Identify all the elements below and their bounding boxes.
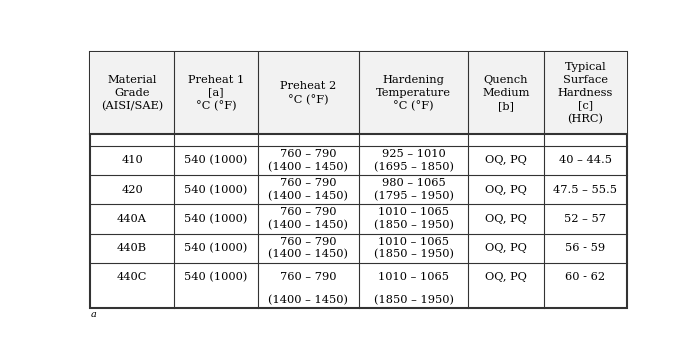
Text: 440A: 440A xyxy=(117,214,147,224)
Bar xyxy=(90,52,627,134)
Text: Preheat 2
°C (°F): Preheat 2 °C (°F) xyxy=(280,81,336,105)
Text: 56 - 59: 56 - 59 xyxy=(566,243,606,253)
Text: 540 (1000): 540 (1000) xyxy=(184,243,248,253)
Text: OQ, PQ: OQ, PQ xyxy=(485,185,527,195)
Text: Quench
Medium
[b]: Quench Medium [b] xyxy=(482,75,530,111)
Text: Material
Grade
(AISI/SAE): Material Grade (AISI/SAE) xyxy=(101,75,163,111)
Text: a: a xyxy=(90,311,96,320)
Text: 1010 – 1065
(1850 – 1950): 1010 – 1065 (1850 – 1950) xyxy=(374,207,454,231)
Text: 440B: 440B xyxy=(117,243,147,253)
Text: 60 - 62: 60 - 62 xyxy=(566,272,606,282)
Text: 47.5 – 55.5: 47.5 – 55.5 xyxy=(554,185,617,195)
Text: 540 (1000): 540 (1000) xyxy=(184,155,248,165)
Text: OQ, PQ: OQ, PQ xyxy=(485,155,527,165)
Text: 760 – 790
(1400 – 1450): 760 – 790 (1400 – 1450) xyxy=(268,207,348,231)
Text: OQ, PQ: OQ, PQ xyxy=(485,214,527,224)
Text: 980 – 1065
(1795 – 1950): 980 – 1065 (1795 – 1950) xyxy=(374,178,454,201)
Text: 1010 – 1065
(1850 – 1950): 1010 – 1065 (1850 – 1950) xyxy=(374,236,454,260)
Text: Hardening
Temperature
°C (°F): Hardening Temperature °C (°F) xyxy=(376,75,451,111)
Text: 40 – 44.5: 40 – 44.5 xyxy=(559,155,612,165)
Text: 540 (1000): 540 (1000) xyxy=(184,272,248,282)
Text: 760 – 790
(1400 – 1450): 760 – 790 (1400 – 1450) xyxy=(268,236,348,260)
Text: 52 – 57: 52 – 57 xyxy=(564,214,606,224)
Text: 760 – 790: 760 – 790 xyxy=(280,272,337,282)
Text: 420: 420 xyxy=(121,185,143,195)
Text: 540 (1000): 540 (1000) xyxy=(184,214,248,224)
Text: 1010 – 1065: 1010 – 1065 xyxy=(378,272,449,282)
Text: Typical
Surface
Hardness
[c]
(HRC): Typical Surface Hardness [c] (HRC) xyxy=(558,62,613,124)
Text: 925 – 1010
(1695 – 1850): 925 – 1010 (1695 – 1850) xyxy=(374,149,454,172)
Text: 760 – 790
(1400 – 1450): 760 – 790 (1400 – 1450) xyxy=(268,149,348,172)
Text: (1400 – 1450): (1400 – 1450) xyxy=(268,295,348,305)
Text: 410: 410 xyxy=(121,155,143,165)
Text: 440C: 440C xyxy=(117,272,147,282)
Text: Preheat 1
[a]
°C (°F): Preheat 1 [a] °C (°F) xyxy=(188,75,244,111)
Text: OQ, PQ: OQ, PQ xyxy=(485,272,527,282)
Text: OQ, PQ: OQ, PQ xyxy=(485,243,527,253)
Text: (1850 – 1950): (1850 – 1950) xyxy=(374,295,454,305)
Text: 540 (1000): 540 (1000) xyxy=(184,185,248,195)
Text: 760 – 790
(1400 – 1450): 760 – 790 (1400 – 1450) xyxy=(268,178,348,201)
